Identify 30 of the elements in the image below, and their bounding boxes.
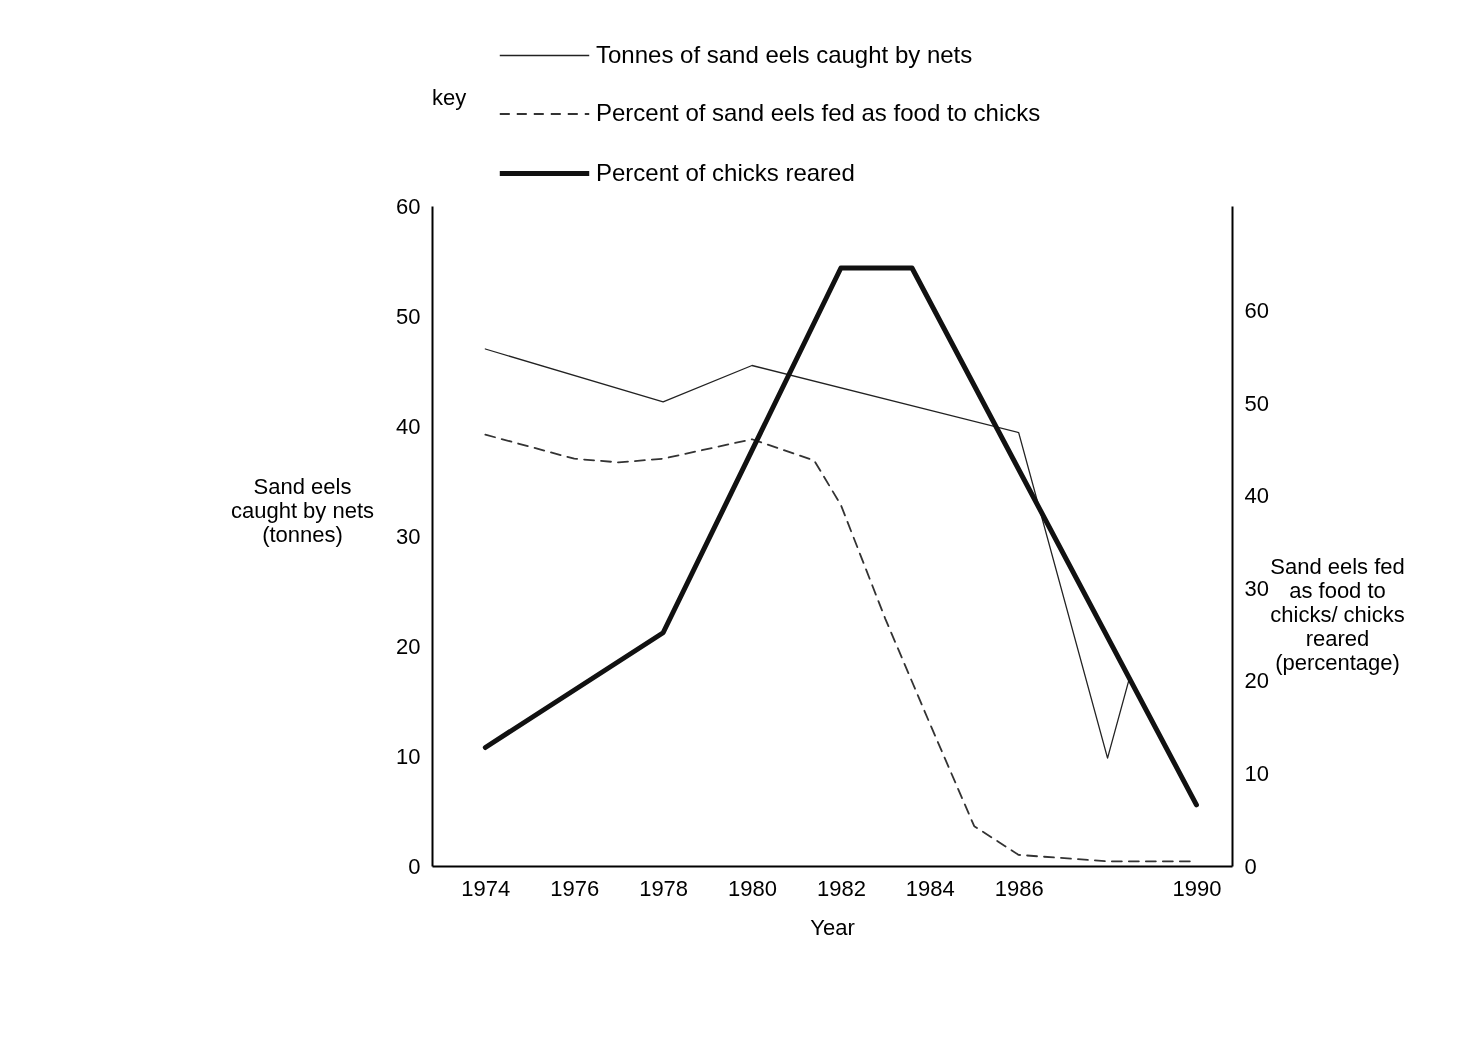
y2-tick-label: 50	[1244, 390, 1269, 416]
y2-tick-label: 20	[1244, 668, 1269, 694]
legend-label: Percent of chicks reared	[596, 158, 855, 186]
x-tick-label: 1990	[1172, 875, 1222, 901]
y-tick-label: 60	[396, 193, 421, 219]
y-tick-label: 30	[396, 523, 421, 549]
y2-tick-label: 10	[1244, 760, 1269, 786]
y-tick-label: 40	[396, 413, 421, 439]
x-tick-label: 1978	[639, 875, 689, 901]
y-tick-label: 50	[396, 303, 421, 329]
x-tick-label: 1976	[550, 875, 600, 901]
x-tick-label: 1980	[728, 875, 777, 901]
x-tick-label: 1974	[461, 875, 511, 901]
x-tick-label: 1986	[994, 875, 1044, 901]
x-axis-title: Year	[810, 914, 855, 940]
y2-tick-label: 30	[1244, 575, 1269, 601]
legend-label: Tonnes of sand eels caught by nets	[596, 40, 973, 68]
y2-tick-label: 60	[1244, 298, 1269, 324]
x-tick-label: 1982	[816, 875, 866, 901]
y-axis-title: Sand eels caught by nets (tonnes)	[230, 473, 375, 547]
legend-title: key	[432, 85, 467, 110]
line-series	[484, 348, 1131, 759]
y-tick-label: 0	[408, 853, 421, 879]
y-tick-label: 10	[396, 743, 421, 769]
x-tick-label: 1984	[905, 875, 955, 901]
y-tick-label: 20	[396, 633, 421, 659]
y2-tick-label: 0	[1244, 853, 1257, 879]
y2-axis-title: Sand eels fed as food to chicks/ chicks reared (percentage)	[1270, 553, 1405, 675]
legend-label: Percent of sand eels fed as food to chicks	[596, 99, 1041, 126]
y2-tick-label: 40	[1244, 483, 1269, 509]
